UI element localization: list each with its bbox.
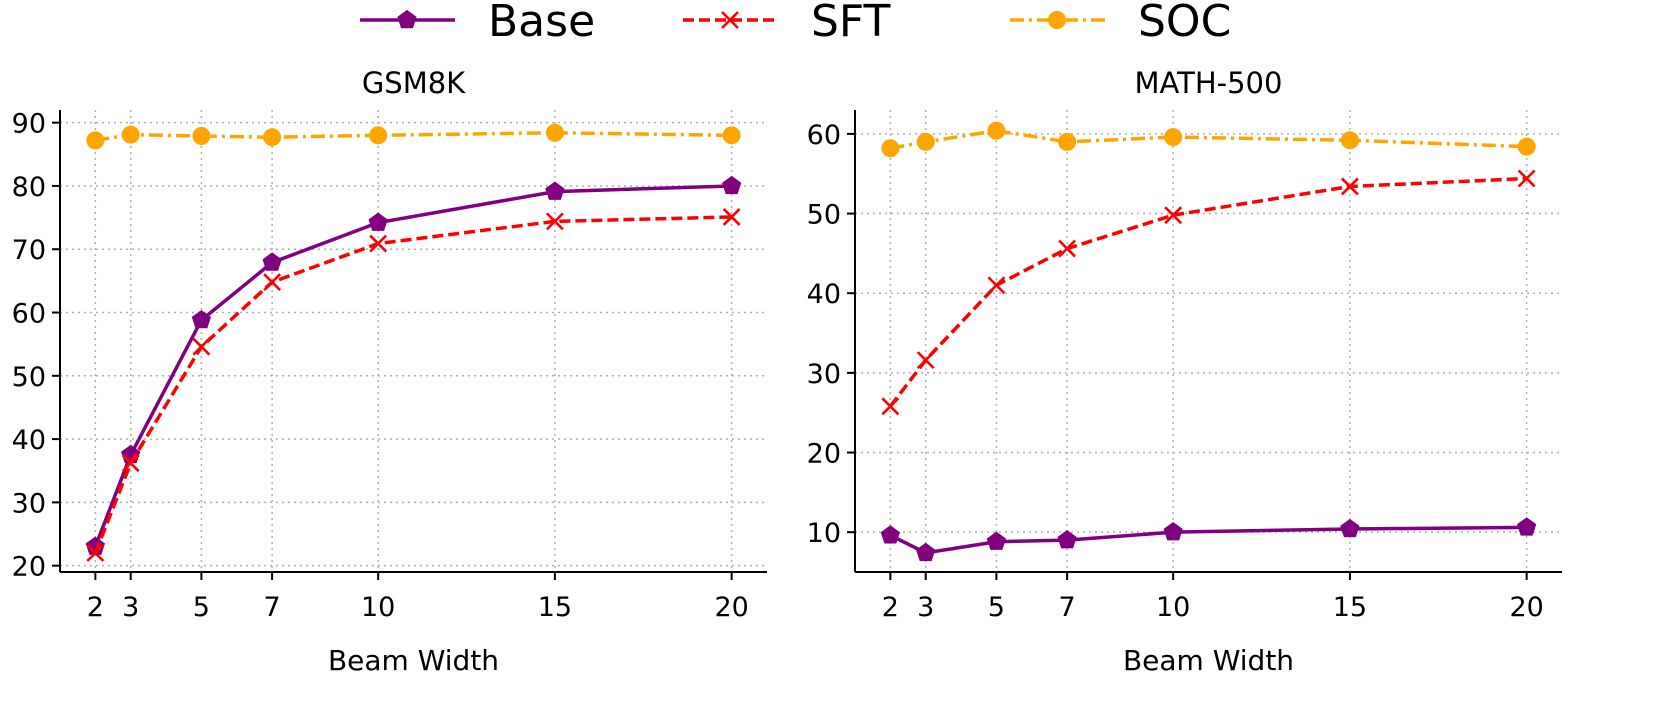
data-point-sft — [121, 454, 140, 473]
data-point-soc — [1164, 128, 1183, 147]
data-point-sft — [86, 544, 105, 562]
series-sft — [881, 169, 1536, 416]
legend-item-sft: SFT — [683, 0, 890, 47]
legend-item-soc: SOC — [1010, 0, 1231, 47]
x-tick-label: 20 — [1509, 592, 1543, 623]
y-tick-label: 20 — [807, 439, 841, 470]
data-point-soc — [192, 126, 211, 145]
data-point-soc — [916, 132, 935, 151]
data-point-soc — [1058, 132, 1077, 151]
series-line-soc — [95, 131, 732, 143]
x-axis-label: Beam Width — [328, 644, 499, 677]
panel-math-500: 2 3 5 7 10 15 20 10 20 30 40 50 60 MATH-500 Beam Width — [807, 66, 1562, 677]
y-tick-label: 40 — [807, 279, 841, 310]
x-tick-label: 15 — [538, 592, 572, 623]
chart-title: GSM8K — [362, 66, 466, 100]
data-point-base — [1057, 530, 1077, 549]
series-line-base — [889, 525, 1527, 555]
legend-item-base: Base — [360, 0, 595, 47]
data-point-base — [262, 252, 282, 271]
data-point-base — [880, 525, 900, 544]
x-tick-label: 7 — [264, 592, 281, 623]
x-tick-label: 10 — [361, 592, 395, 623]
series-soc — [86, 123, 741, 150]
series-soc — [881, 121, 1536, 158]
data-point-base — [1340, 518, 1360, 538]
data-point-sft — [369, 234, 388, 253]
data-point-sft — [916, 351, 935, 370]
data-point-base — [986, 531, 1007, 550]
data-point-sft — [1164, 206, 1183, 225]
legend-marker-base — [397, 9, 417, 29]
legend-marker-sft — [721, 11, 739, 29]
data-point-sft — [192, 337, 211, 356]
data-point-sft — [545, 212, 564, 231]
data-point-soc — [722, 126, 741, 145]
data-point-base — [191, 310, 212, 329]
data-point-soc — [881, 139, 900, 158]
y-tick-label: 90 — [12, 109, 46, 140]
data-point-base — [916, 542, 936, 562]
data-point-sft — [1517, 169, 1536, 188]
x-axis-label: Beam Width — [1123, 644, 1294, 677]
x-tick-label: 20 — [714, 592, 748, 623]
legend-label-base: Base — [488, 0, 595, 47]
chart-title: MATH-500 — [1135, 66, 1283, 100]
series-base — [85, 175, 742, 555]
x-tick-label: 2 — [87, 592, 104, 623]
series-base — [880, 517, 1537, 562]
series-sft — [86, 208, 741, 562]
y-tick-label: 10 — [807, 518, 841, 549]
y-tick-label: 50 — [12, 362, 46, 393]
data-point-soc — [369, 126, 388, 145]
legend: Base SFT SOC — [360, 0, 1231, 47]
y-tick-label: 30 — [12, 488, 46, 519]
data-point-base — [1163, 522, 1183, 541]
data-point-sft — [1058, 239, 1077, 258]
y-tick-label: 60 — [12, 299, 46, 330]
x-tick-label: 7 — [1059, 592, 1076, 623]
y-tick-label: 60 — [807, 120, 841, 151]
data-point-sft — [881, 397, 900, 416]
data-point-soc — [263, 128, 282, 147]
x-tick-label: 15 — [1333, 592, 1367, 623]
data-point-sft — [987, 276, 1006, 295]
x-tick-label: 2 — [882, 592, 899, 623]
x-tick-label: 10 — [1156, 592, 1190, 623]
legend-label-sft: SFT — [811, 0, 890, 47]
y-tick-label: 20 — [12, 552, 46, 583]
grid — [855, 110, 1562, 572]
data-point-base — [722, 175, 742, 195]
data-point-soc — [121, 125, 140, 144]
legend-label-soc: SOC — [1138, 0, 1231, 47]
data-point-sft — [263, 273, 282, 292]
x-tick-label: 5 — [193, 592, 210, 623]
y-tick-label: 40 — [12, 425, 46, 456]
data-point-base — [545, 181, 565, 200]
data-point-soc — [1517, 137, 1536, 156]
panel-gsm8k: 2 3 5 7 10 15 20 20 30 40 50 60 70 80 90 GSM8K Beam Widt… — [12, 66, 767, 677]
x-tick-label: 5 — [988, 592, 1005, 623]
y-tick-label: 80 — [12, 172, 46, 203]
y-tick-label: 70 — [12, 235, 46, 266]
data-point-soc — [1340, 131, 1359, 150]
y-tick-label: 50 — [807, 200, 841, 231]
legend-marker-soc — [1048, 11, 1066, 29]
data-point-base — [1517, 517, 1537, 536]
grid — [60, 110, 767, 572]
x-tick-label: 3 — [122, 592, 139, 623]
x-tick-label: 3 — [917, 592, 934, 623]
y-tick-label: 30 — [807, 359, 841, 390]
data-point-soc — [86, 131, 105, 150]
data-point-soc — [987, 121, 1006, 140]
data-point-soc — [545, 123, 564, 142]
data-point-sft — [1340, 177, 1359, 196]
data-point-sft — [722, 208, 741, 226]
data-point-base — [368, 212, 388, 231]
